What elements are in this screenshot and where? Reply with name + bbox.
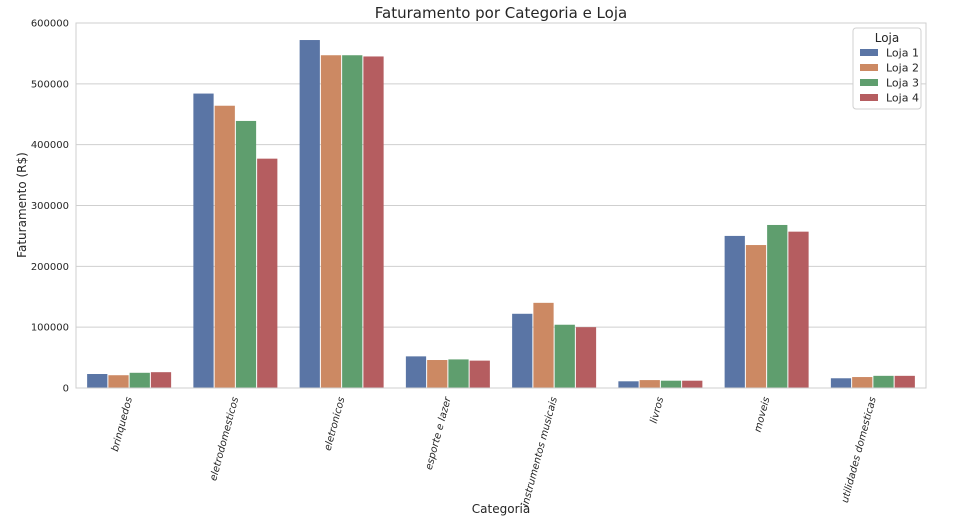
bar (427, 360, 448, 388)
x-tick-label: livros (649, 396, 667, 425)
bar (129, 372, 150, 388)
bar (108, 375, 129, 388)
bar (745, 245, 767, 388)
x-tick-label: brinquedos (110, 396, 135, 453)
legend-title: Loja (875, 31, 900, 45)
bar (682, 380, 703, 388)
x-tick-label: moveis (753, 396, 773, 434)
y-tick-label: 500000 (31, 79, 69, 90)
x-ticks: brinquedos eletrodomesticos eletronicos esp… (110, 395, 879, 508)
bar (788, 231, 809, 388)
bar (639, 380, 660, 388)
x-tick-label: eletronicos (323, 396, 348, 452)
legend-label: Loja 4 (886, 92, 919, 105)
legend-swatch (860, 49, 878, 56)
legend-label: Loja 1 (886, 47, 919, 60)
legend-items: Loja 1 Loja 2 Loja 3 Loja 4 (860, 47, 919, 105)
legend-box (852, 27, 922, 110)
x-tick-label: esporte e lazer (424, 395, 454, 471)
chart-title: Faturamento por Categoria e Loja (375, 4, 627, 22)
bar (618, 381, 639, 388)
bar (405, 356, 427, 388)
x-tick-label: utilidades domesticas (840, 396, 879, 504)
bar (363, 56, 384, 388)
y-tick-label: 400000 (31, 140, 69, 151)
bar (235, 120, 257, 389)
y-ticks: 0 100000 200000 300000 400000 500000 600000 (31, 19, 69, 395)
bar (150, 372, 172, 388)
bar (830, 378, 852, 388)
y-tick-label: 100000 (31, 323, 69, 334)
legend-swatch (860, 64, 878, 71)
bar (342, 55, 363, 388)
bar (660, 380, 682, 388)
bar (512, 313, 533, 388)
bar (448, 359, 469, 388)
x-tick-label: instrumentos musicais (520, 396, 560, 508)
y-tick-label: 0 (63, 384, 69, 395)
bar (469, 360, 490, 388)
bar (320, 55, 342, 388)
bars (87, 40, 915, 389)
bar (193, 93, 214, 389)
bar (87, 374, 108, 388)
legend-swatch (860, 94, 878, 101)
legend-label: Loja 3 (886, 77, 919, 90)
bar (724, 235, 745, 388)
bar (257, 158, 278, 388)
x-axis-label: Categoria (472, 502, 530, 516)
bar (852, 377, 873, 388)
bar (894, 375, 915, 388)
legend: Loja Loja 1 Loja 2 Loja 3 Loja 4 (852, 27, 922, 110)
bar (575, 327, 597, 388)
legend-label: Loja 2 (886, 62, 919, 75)
y-tick-label: 300000 (31, 201, 69, 212)
x-tick-label: eletrodomesticos (208, 396, 241, 482)
bar (214, 105, 235, 388)
bar (554, 324, 575, 388)
bar (299, 40, 320, 389)
bar (767, 224, 788, 388)
y-tick-label: 600000 (31, 19, 69, 30)
y-axis-label: Faturamento (R$) (15, 152, 29, 258)
bar (533, 302, 554, 388)
legend-swatch (860, 79, 878, 86)
y-tick-label: 200000 (31, 262, 69, 273)
bar (873, 375, 894, 388)
plot-frame (75, 22, 927, 389)
